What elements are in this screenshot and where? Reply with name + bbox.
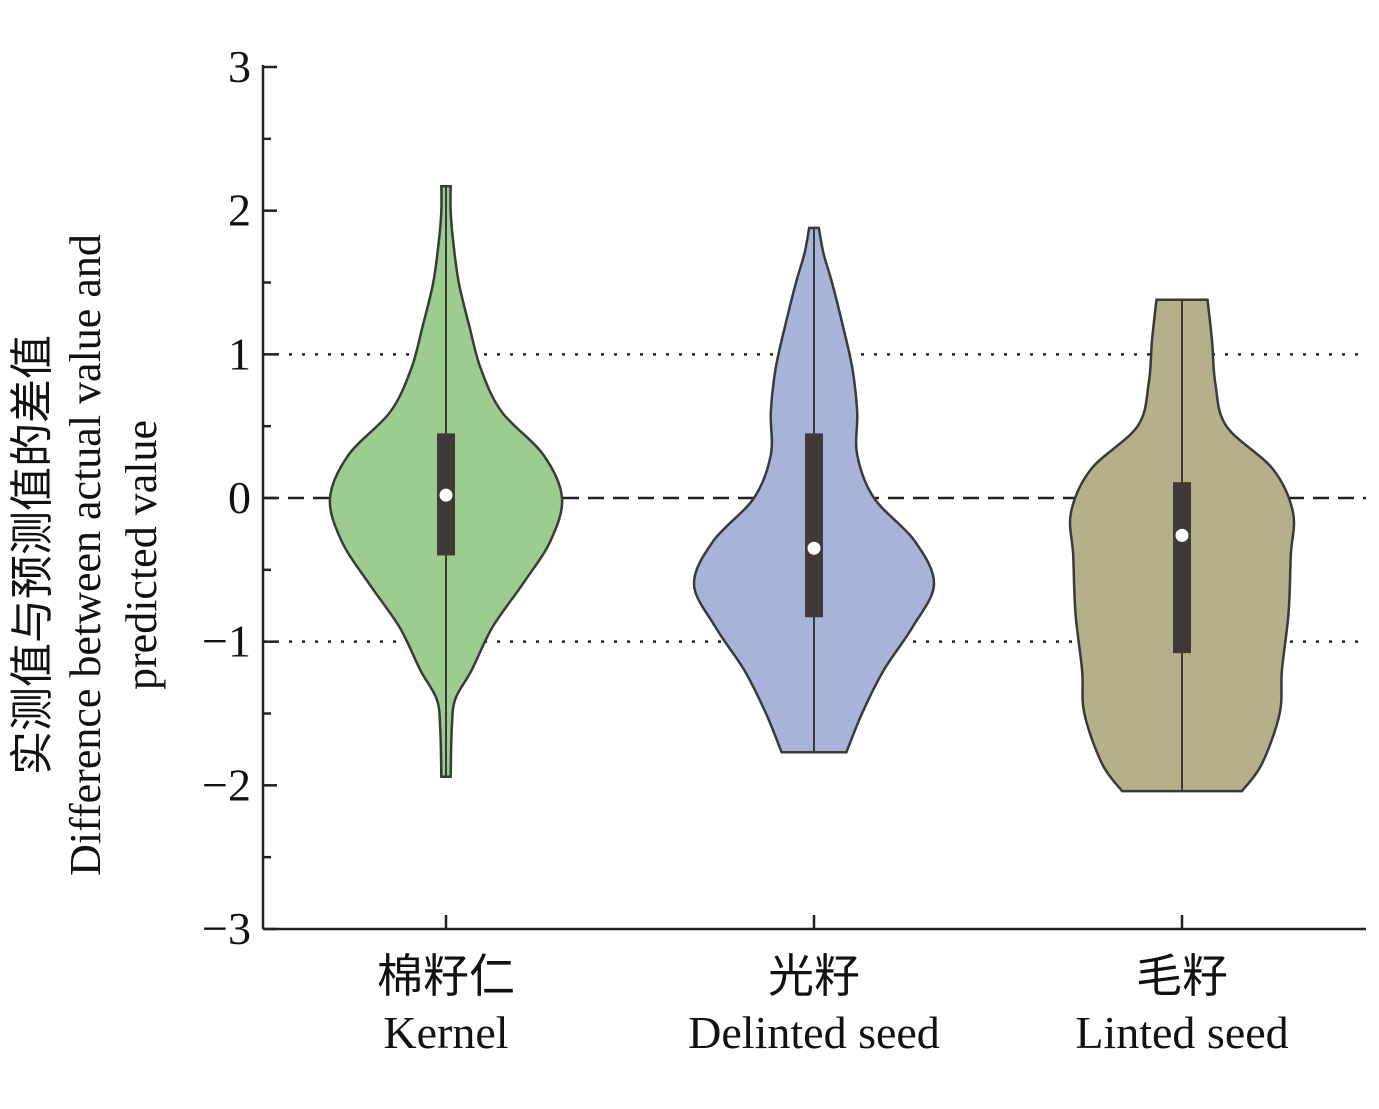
y-tick-label: 0 — [228, 472, 251, 523]
category-label-cn: 光籽 — [768, 951, 860, 1002]
category-label-en: Linted seed — [1075, 1007, 1288, 1058]
y-axis-label: 实测值与预测值的差值 Difference between actual valu… — [8, 234, 166, 876]
median-point-0 — [439, 488, 453, 502]
category-label-cn: 毛籽 — [1136, 951, 1228, 1002]
y-ticks: −3 −2 −1 0 1 2 3 — [202, 41, 277, 954]
median-point-1 — [807, 541, 821, 555]
category-label-en: Delinted seed — [688, 1007, 940, 1058]
category-label-cn: 棉籽仁 — [377, 951, 515, 1002]
y-tick-label: 1 — [228, 328, 251, 379]
y-axis-label-line-0: 实测值与预测值的差值 — [8, 335, 57, 775]
iqr-box-2 — [1173, 482, 1191, 654]
y-axis-label-line-1: Difference between actual value and — [61, 234, 110, 876]
y-tick-label: −2 — [202, 759, 251, 810]
y-tick-label: −3 — [202, 903, 251, 954]
y-axis-label-line-2: predicted value — [117, 420, 166, 690]
median-point-2 — [1175, 528, 1189, 542]
y-tick-label: −1 — [202, 616, 251, 667]
iqr-box-1 — [805, 433, 823, 618]
category-label-en: Kernel — [383, 1007, 508, 1058]
violins — [328, 184, 1296, 793]
y-tick-label: 2 — [228, 185, 251, 236]
y-tick-label: 3 — [228, 41, 251, 92]
